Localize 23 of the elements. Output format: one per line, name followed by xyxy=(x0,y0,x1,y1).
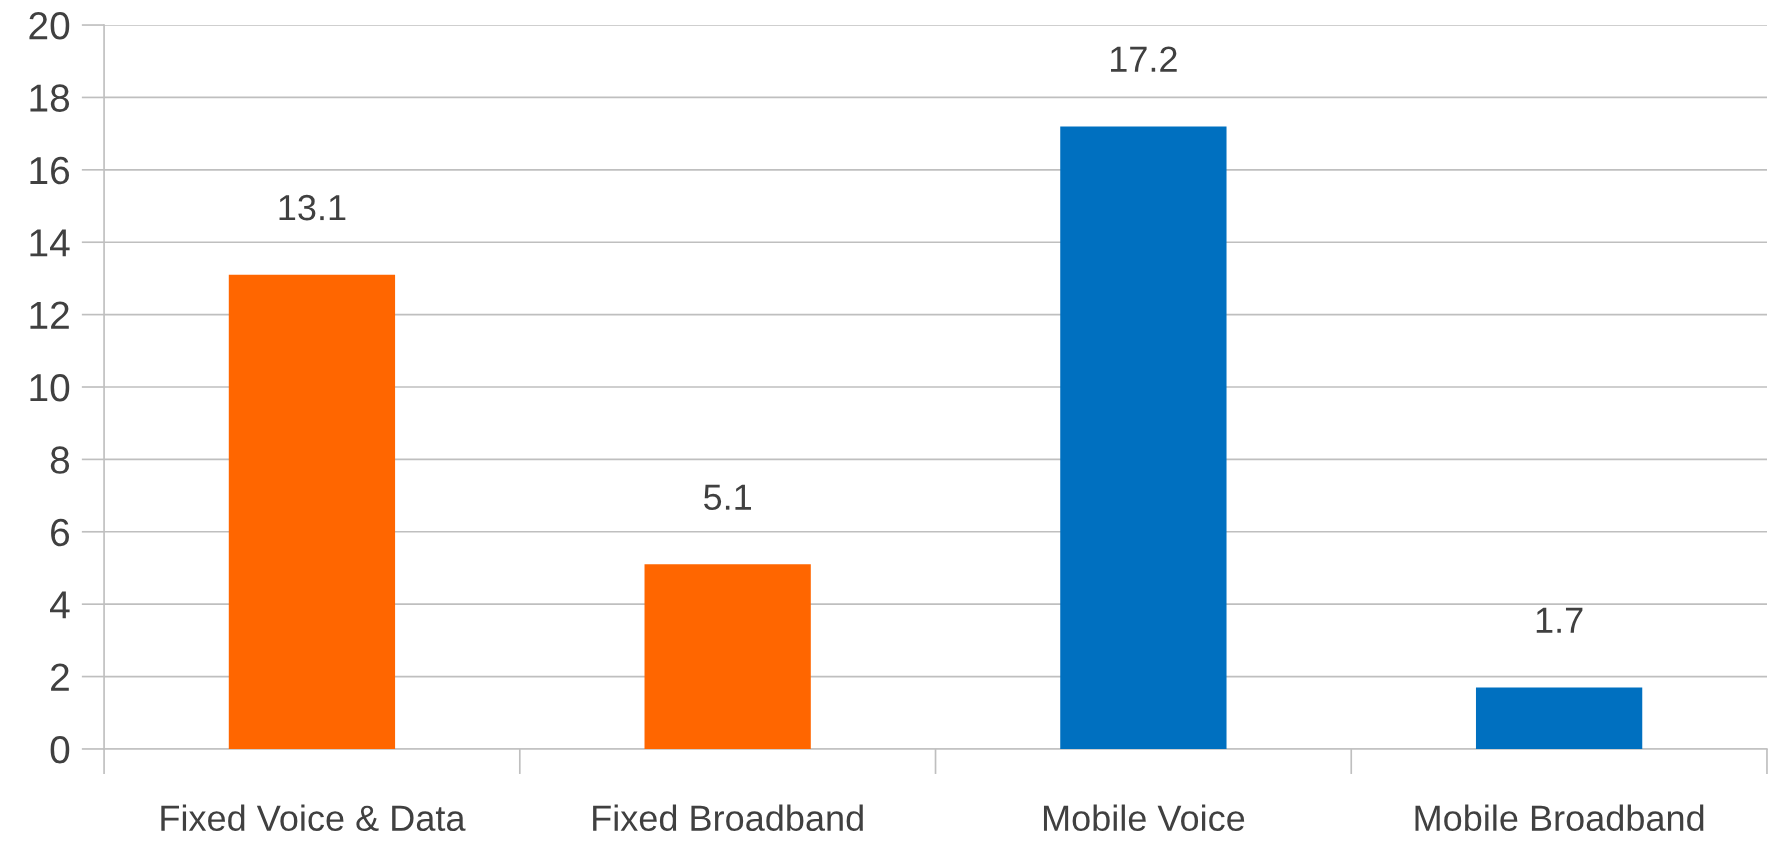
y-tick-label: 10 xyxy=(30,373,70,402)
x-tick-label: Fixed Voice & Data xyxy=(161,804,466,832)
y-tick-label: 12 xyxy=(30,301,69,329)
y-tick-label: 2 xyxy=(51,663,69,691)
data-label: 1.7 xyxy=(1536,607,1583,633)
y-tick-label: 4 xyxy=(50,591,70,619)
y-tick-label: 0 xyxy=(50,735,70,764)
data-label: 13.1 xyxy=(279,194,346,221)
bar xyxy=(1060,126,1227,749)
y-tick-label: 20 xyxy=(29,11,70,40)
y-tick-label: 6 xyxy=(51,518,70,547)
y-tick-label: 14 xyxy=(30,229,70,257)
y-tick-label: 18 xyxy=(30,84,70,112)
x-tick-label: Mobile Broadband xyxy=(1415,804,1704,832)
bar xyxy=(644,564,811,749)
data-label: 17.2 xyxy=(1111,46,1177,72)
x-tick-label: Fixed Broadband xyxy=(593,804,863,832)
y-tick-label: 16 xyxy=(30,156,70,185)
x-tick-label: Mobile Voice xyxy=(1043,804,1245,832)
data-label: 5.1 xyxy=(704,484,751,510)
bar xyxy=(228,274,396,749)
bar xyxy=(1475,687,1643,749)
y-tick-label: 8 xyxy=(50,446,70,474)
